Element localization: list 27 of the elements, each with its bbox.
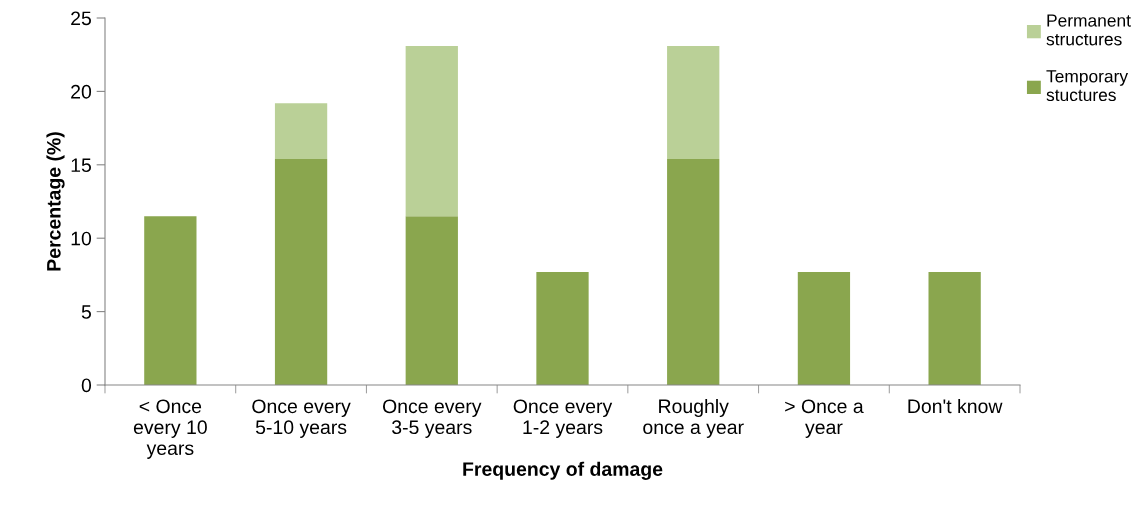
bar	[274, 103, 328, 159]
x-tick-label: > Once a year	[785, 399, 864, 438]
bar	[797, 271, 851, 385]
bar	[405, 45, 458, 217]
x-axis-title: Frequency of damage	[463, 461, 663, 480]
x-tick-label: Once every 1-2 years	[513, 399, 613, 438]
y-tick-label: 20	[71, 84, 92, 99]
y-tick-label: 25	[71, 11, 91, 26]
x-tick-label: Roughly once a year	[643, 398, 744, 438]
bar	[274, 158, 328, 385]
bar	[405, 216, 458, 385]
x-tick-label: < Once every 10 years	[133, 399, 207, 459]
bar	[928, 271, 981, 385]
bar	[667, 158, 720, 385]
bar	[144, 216, 197, 385]
bar	[667, 45, 720, 159]
x-tick-label: Once every 3-5 years	[383, 399, 482, 438]
bar	[536, 271, 589, 385]
legend-label: Permanent structures	[1046, 14, 1131, 46]
y-tick-label: 0	[81, 378, 92, 393]
y-tick-label: 15	[71, 158, 91, 173]
x-tick-label: Don't know	[908, 398, 1003, 414]
y-axis-title: Percentage (%)	[46, 132, 65, 271]
x-tick-label: Once every 5-10 years	[252, 399, 351, 438]
y-tick-label: 5	[81, 305, 91, 319]
y-tick-label: 10	[71, 231, 92, 246]
legend-label: Temporary stuctures	[1046, 70, 1129, 102]
